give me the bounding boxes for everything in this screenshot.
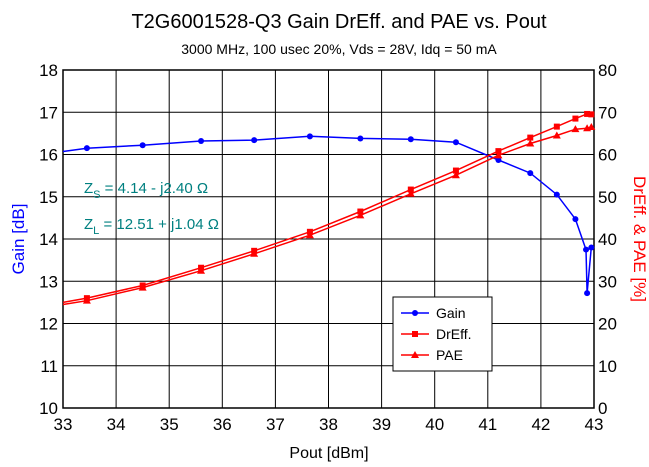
data-point-pae [406,189,415,197]
x-tick-label: 42 [531,415,550,434]
data-point-gain [357,135,364,142]
x-tick-label: 37 [266,415,285,434]
y-left-tick-label: 16 [39,146,58,165]
plot-frame [62,69,595,409]
x-tick-label: 40 [425,415,444,434]
y-left-tick-label: 18 [39,61,58,80]
series-line-gain [62,135,593,294]
zl-prefix: Z [84,216,93,233]
y-left-tick-label: 15 [39,188,58,207]
y-right-tick-label: 40 [598,230,617,249]
data-point-pae [571,125,580,133]
data-point-pae [451,171,460,179]
y-right-axis-label: DrEff. & PAE [%] [630,176,649,302]
data-point-gain [527,170,534,177]
x-tick-label: 38 [319,415,338,434]
data-point-pae [82,296,91,304]
zl-annotation: ZL = 12.51 + j1.04 Ω [84,216,219,237]
x-axis-label: Pout [dBm] [289,445,368,462]
data-point-pae [494,151,503,159]
y-left-tick-label: 11 [40,357,58,376]
y-left-axis-ticks: 10 11 12 13 14 15 16 17 18 [39,61,58,418]
y-right-tick-label: 20 [598,315,617,334]
zs-sub: S [93,189,100,201]
y-right-axis-ticks: 0 10 20 30 40 50 60 70 80 [598,61,617,418]
data-point-dreff [588,111,595,118]
data-point-gain [584,290,591,297]
data-point-gain [139,142,146,149]
data-point-gain [198,137,205,144]
data-point-gain [83,145,90,152]
impedance-annotations: ZS = 4.14 - j2.40 Ω ZL = 12.51 + j1.04 Ω [84,180,219,237]
chart-title: T2G6001528-Q3 Gain DrEff. and PAE vs. Po… [131,11,546,33]
y-left-tick-label: 13 [39,272,58,291]
data-point-gain [407,136,414,143]
x-tick-label: 33 [54,415,73,434]
y-right-tick-label: 0 [598,399,607,418]
y-left-axis-label: Gain [dB] [9,204,28,275]
y-right-tick-label: 50 [598,188,617,207]
legend-item-dreff: DrEff. [401,326,472,342]
y-right-tick-label: 60 [598,146,617,165]
data-point-gain [583,246,590,253]
data-point-gain [572,216,579,223]
data-point-gain [306,133,313,140]
data-point-gain [251,137,258,144]
data-point-pae [587,123,596,131]
data-point-dreff [407,186,414,193]
data-point-dreff [572,115,579,122]
x-tick-label: 39 [372,415,391,434]
legend-item-pae: PAE [401,347,463,363]
series-layer [62,110,596,306]
y-right-tick-label: 30 [598,272,617,291]
data-point-gain [588,244,595,251]
data-point-dreff [452,167,459,174]
zs-annotation: ZS = 4.14 - j2.40 Ω [84,180,208,201]
legend-item-gain: Gain [401,305,466,321]
legend-label-dreff: DrEff. [436,326,472,342]
zs-prefix: Z [84,180,93,197]
y-right-tick-label: 80 [598,61,617,80]
data-point-dreff [584,110,591,117]
data-point-gain [495,156,502,163]
y-left-tick-label: 14 [39,230,58,249]
series-pae [62,123,596,306]
x-tick-label: 43 [585,415,604,434]
y-right-tick-label: 10 [598,357,617,376]
grid [63,70,594,408]
data-point-pae [138,283,147,291]
x-tick-label: 34 [107,415,126,434]
chart-subtitle: 3000 MHz, 100 usec 20%, Vds = 28V, Idq =… [181,41,497,57]
zs-value: = 4.14 - j2.40 Ω [101,180,209,197]
x-tick-label: 36 [213,415,232,434]
data-point-pae [526,139,535,147]
x-tick-label: 35 [160,415,179,434]
data-point-pae [356,211,365,219]
data-point-pae [250,249,259,257]
x-tick-label: 41 [478,415,497,434]
legend: Gain DrEff. PAE [392,296,493,372]
legend-label-pae: PAE [436,347,463,363]
y-left-tick-label: 10 [39,399,58,418]
zl-sub: L [93,225,99,237]
data-point-dreff [553,123,560,130]
data-point-pae [552,131,561,139]
data-point-gain [452,139,459,146]
data-point-pae [197,266,206,274]
y-left-tick-label: 17 [39,103,58,122]
data-point-gain [553,191,560,198]
zl-value: = 12.51 + j1.04 Ω [99,216,219,233]
x-axis-ticks: 33 34 35 36 37 38 39 40 41 42 43 [54,415,604,434]
data-point-dreff [527,134,534,141]
series-gain [62,133,595,297]
y-left-tick-label: 12 [39,315,58,334]
data-point-dreff [495,148,502,155]
y-right-tick-label: 70 [598,103,617,122]
legend-label-gain: Gain [436,305,466,321]
data-point-pae [305,231,314,239]
